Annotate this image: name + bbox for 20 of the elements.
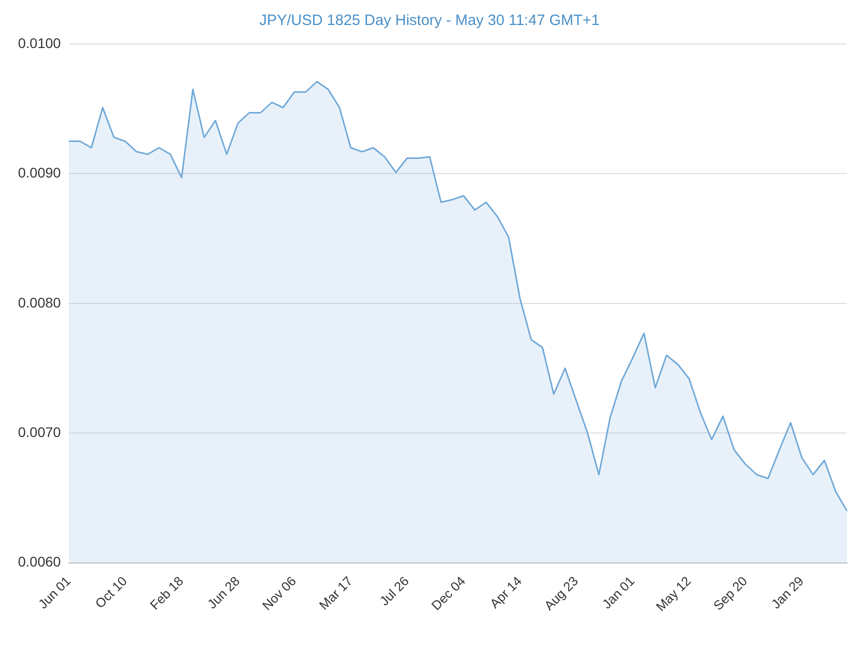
y-tick-label: 0.0060 <box>18 554 62 570</box>
x-tick-label: Oct 10 <box>92 573 130 612</box>
x-tick-label: Sep 20 <box>710 573 750 614</box>
y-tick-label: 0.0070 <box>18 424 62 440</box>
x-tick-label: Apr 14 <box>486 573 525 612</box>
x-tick-label: Feb 18 <box>147 573 186 613</box>
x-tick-label: Nov 06 <box>259 573 300 614</box>
x-tick-label: Jan 29 <box>768 573 807 612</box>
x-tick-label: May 12 <box>652 573 694 614</box>
x-tick-label: Jun 28 <box>204 573 243 612</box>
y-tick-label: 0.0090 <box>18 164 62 181</box>
y-tick-label: 0.0100 <box>18 34 62 51</box>
y-tick-label: 0.0080 <box>18 294 62 310</box>
x-tick-label: Jan 01 <box>599 573 638 612</box>
chart-title: JPY/USD 1825 Day History - May 30 11:47 GMT+1 <box>259 12 600 30</box>
x-tick-label: Jun 01 <box>35 573 74 612</box>
x-tick-label: Jul 26 <box>376 573 412 609</box>
x-tick-label: Aug 23 <box>541 573 581 614</box>
x-tick-label: Dec 04 <box>428 573 468 614</box>
x-tick-label: Mar 17 <box>316 573 356 613</box>
